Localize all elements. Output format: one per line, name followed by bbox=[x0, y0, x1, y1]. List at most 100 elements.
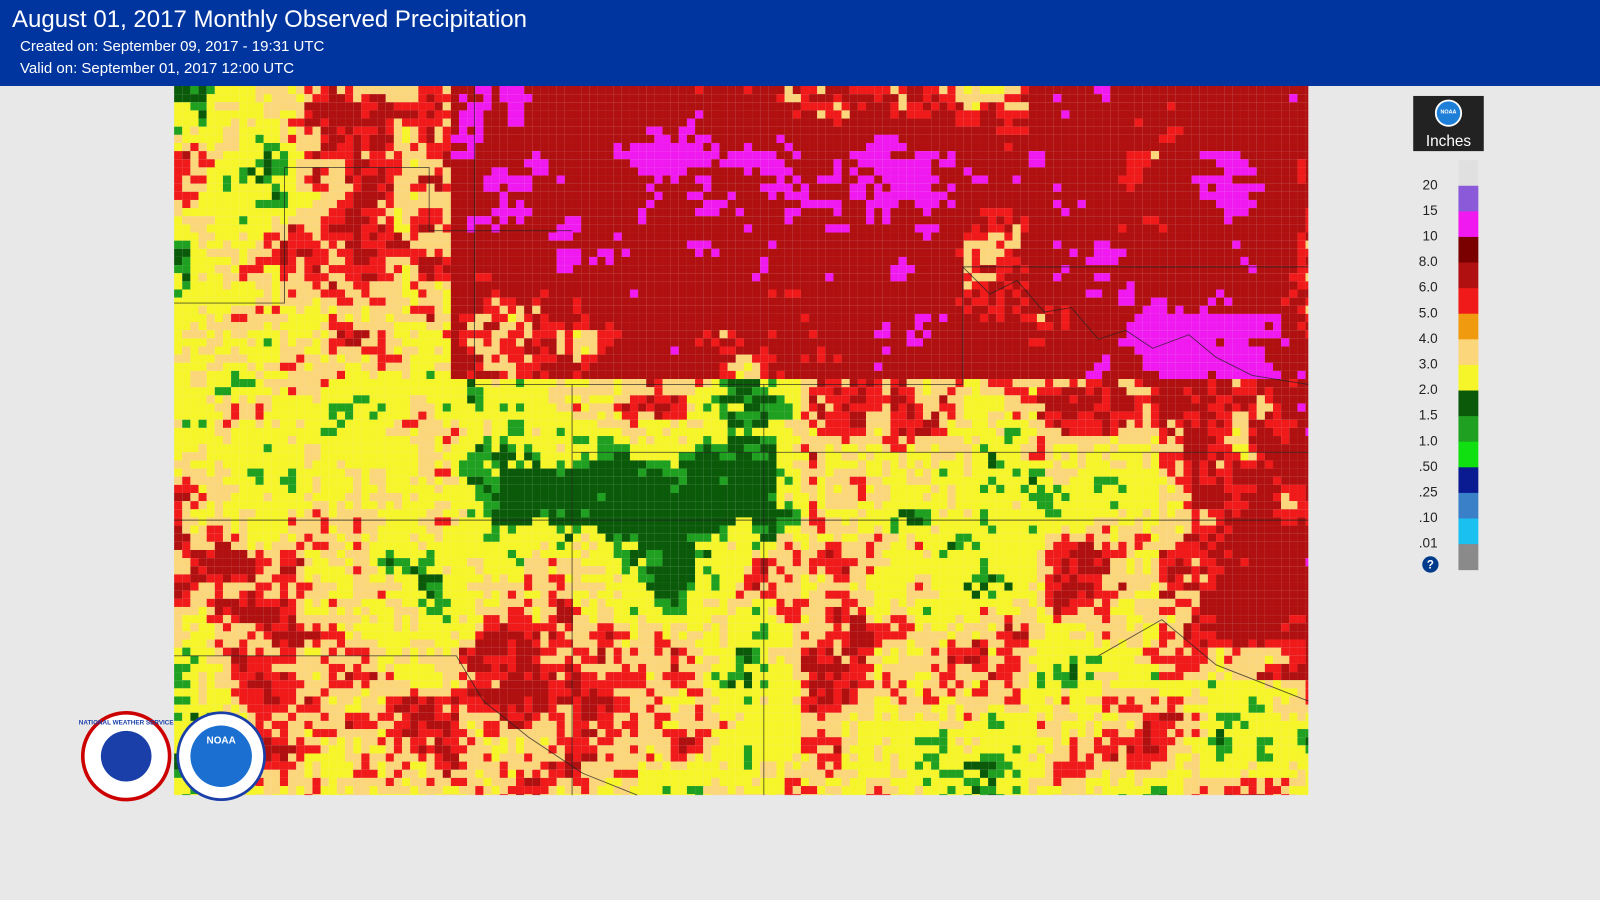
map-cell bbox=[1077, 208, 1086, 217]
map-cell bbox=[719, 330, 728, 339]
map-cell bbox=[572, 110, 582, 119]
map-cell bbox=[1061, 183, 1070, 192]
map-cell bbox=[768, 86, 777, 95]
map-cell bbox=[825, 183, 834, 192]
map-cell bbox=[263, 281, 272, 290]
map-cell bbox=[621, 313, 630, 323]
map-cell bbox=[288, 183, 297, 192]
map-cell bbox=[377, 142, 386, 152]
map-cell bbox=[410, 142, 419, 152]
map-cell bbox=[1110, 191, 1119, 200]
map-cell bbox=[784, 248, 793, 257]
map-cell bbox=[800, 265, 810, 274]
map-cell bbox=[792, 354, 801, 363]
map-cell bbox=[1207, 142, 1217, 152]
map-cell bbox=[312, 151, 321, 160]
map-cell bbox=[646, 346, 655, 355]
map-cell bbox=[979, 175, 989, 184]
map-cell bbox=[719, 289, 728, 298]
map-cell bbox=[955, 94, 964, 103]
map-cell bbox=[809, 110, 818, 119]
map-cell bbox=[581, 330, 590, 339]
map-cell bbox=[475, 208, 484, 217]
map-cell bbox=[841, 216, 850, 225]
map-cell bbox=[963, 175, 972, 184]
map-cell bbox=[638, 151, 647, 160]
map-cell bbox=[393, 191, 403, 200]
map-cell bbox=[857, 118, 867, 127]
map-cell bbox=[402, 224, 411, 233]
map-cell bbox=[361, 167, 370, 176]
map-cell bbox=[613, 126, 622, 135]
map-cell bbox=[784, 142, 793, 152]
map-cell bbox=[1102, 322, 1111, 331]
map-cell bbox=[1045, 289, 1054, 298]
map-cell bbox=[247, 338, 256, 347]
map-cell bbox=[1061, 322, 1070, 331]
map-cell bbox=[255, 273, 264, 282]
map-cell bbox=[760, 362, 769, 371]
map-cell bbox=[800, 199, 810, 209]
map-cell bbox=[809, 273, 818, 282]
map-cell bbox=[1077, 134, 1086, 143]
map-cell bbox=[1232, 305, 1241, 314]
map-cell bbox=[1142, 256, 1151, 266]
map-cell bbox=[735, 289, 744, 298]
map-cell bbox=[906, 322, 915, 331]
map-cell bbox=[239, 232, 248, 241]
map-cell bbox=[1207, 265, 1217, 274]
map-cell bbox=[1077, 159, 1086, 168]
map-cell bbox=[1118, 354, 1127, 363]
map-cell bbox=[540, 265, 549, 274]
map-cell bbox=[459, 354, 468, 363]
map-cell bbox=[459, 208, 468, 217]
map-cell bbox=[890, 281, 899, 290]
map-cell bbox=[646, 362, 655, 371]
map-cell bbox=[1264, 346, 1274, 355]
map-cell bbox=[955, 362, 964, 371]
map-cell bbox=[727, 94, 736, 103]
map-cell bbox=[214, 256, 223, 266]
map-cell bbox=[947, 346, 956, 355]
map-cell bbox=[1248, 191, 1257, 200]
map-cell bbox=[703, 281, 712, 290]
map-cell bbox=[1183, 313, 1192, 323]
map-cell bbox=[768, 208, 777, 217]
map-cell bbox=[271, 330, 280, 339]
map-cell bbox=[206, 313, 215, 323]
map-cell bbox=[174, 330, 183, 339]
map-cell bbox=[1093, 232, 1103, 241]
map-cell bbox=[695, 199, 704, 209]
map-cell bbox=[467, 281, 476, 290]
map-cell bbox=[792, 110, 801, 119]
map-cell bbox=[841, 151, 850, 160]
map-cell bbox=[288, 370, 297, 380]
map-cell bbox=[719, 199, 728, 209]
map-cell bbox=[402, 338, 411, 347]
map-cell bbox=[1110, 159, 1119, 168]
map-cell bbox=[752, 265, 761, 274]
map-cell bbox=[410, 248, 419, 257]
map-cell bbox=[1216, 118, 1225, 127]
map-cell bbox=[572, 297, 582, 306]
map-cell bbox=[1126, 330, 1135, 339]
map-cell bbox=[1289, 216, 1298, 225]
map-cell bbox=[1191, 216, 1200, 225]
map-cell bbox=[1248, 297, 1257, 306]
map-cell bbox=[849, 281, 858, 290]
map-cell bbox=[939, 362, 948, 371]
map-cell bbox=[874, 110, 883, 119]
map-cell bbox=[304, 167, 313, 176]
map-cell bbox=[353, 338, 362, 347]
map-cell bbox=[1305, 175, 1309, 184]
map-cell bbox=[296, 256, 305, 266]
map-cell bbox=[1167, 224, 1176, 233]
map-cell bbox=[540, 126, 549, 135]
map-cell bbox=[914, 256, 924, 266]
map-cell bbox=[768, 330, 777, 339]
map-cell bbox=[678, 313, 687, 323]
map-cell bbox=[442, 183, 451, 192]
map-cell bbox=[442, 346, 451, 355]
map-cell bbox=[1126, 110, 1135, 119]
map-cell bbox=[1232, 208, 1241, 217]
